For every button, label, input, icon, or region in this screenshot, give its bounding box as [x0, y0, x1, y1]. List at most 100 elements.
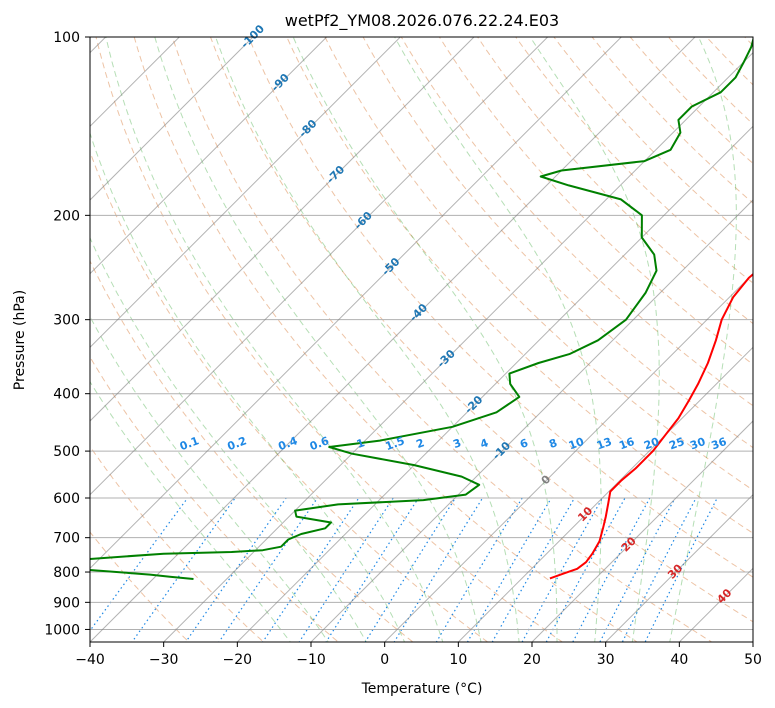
- isotherm-line: [90, 37, 254, 201]
- temperature-profile-line: [549, 272, 753, 580]
- isotherm-line: [457, 346, 753, 642]
- x-tick-label: 50: [744, 652, 762, 668]
- isotherm-line: [90, 37, 475, 422]
- x-axis-label: Temperature (°C): [361, 681, 483, 697]
- mixing-ratio-label: 4: [478, 436, 490, 451]
- isotherm-line: [90, 37, 696, 642]
- x-tick-label: −10: [296, 652, 326, 668]
- dry-adiabat-line: [90, 150, 489, 642]
- mixing-ratio-label: 10: [567, 435, 586, 453]
- moist-adiabat-line: [90, 236, 367, 642]
- x-tick-label: 10: [449, 652, 467, 668]
- moist-adiabat-line: [154, 37, 482, 642]
- dry-adiabat-line: [209, 37, 753, 623]
- mixing-ratio-label: 0.4: [277, 434, 300, 453]
- dry-adiabat-line: [90, 259, 414, 642]
- x-tick-label: 20: [523, 652, 541, 668]
- moist-adiabat-line: [105, 37, 444, 642]
- isotherm-line: [236, 125, 753, 642]
- isotherm-line: [90, 37, 402, 349]
- y-axis-label: Pressure (hPa): [12, 290, 28, 390]
- mixing-ratio-label: 1.5: [384, 434, 407, 453]
- dry-adiabat-line: [705, 37, 753, 86]
- dry-adiabat-line: [515, 37, 753, 284]
- y-tick-label: 200: [53, 208, 80, 224]
- y-tick-label: 600: [53, 491, 80, 507]
- dry-adiabat-line: [477, 37, 753, 325]
- isotherm-line: [90, 37, 181, 128]
- y-tick-label: 100: [53, 30, 80, 46]
- moist-adiabat-line: [292, 37, 558, 642]
- dry-adiabat-line: [90, 445, 265, 642]
- isotherm-line: [310, 199, 753, 642]
- mixing-ratio-label: 8: [547, 436, 559, 451]
- isotherm-line: [604, 493, 753, 642]
- y-tick-label: 700: [53, 531, 80, 547]
- dry-adiabat-line: [438, 37, 753, 366]
- mixing-ratio-line: [393, 497, 484, 642]
- mixing-ratio-label: 13: [595, 435, 614, 452]
- dry-adiabat-line: [171, 37, 713, 642]
- mixing-ratio-line: [325, 497, 420, 642]
- x-tick-label: 40: [670, 652, 688, 668]
- moist-adiabat-line: [529, 37, 660, 642]
- isotherm-line: [90, 37, 549, 496]
- plot-frame: [89, 36, 754, 643]
- isotherm-line: [531, 420, 753, 642]
- isotherm-line: [752, 641, 753, 642]
- mixing-ratio-label: 2: [414, 436, 426, 451]
- mixing-ratio-line: [491, 497, 576, 642]
- chart-title: wetPf2_YM08.2026.076.22.24.E03: [285, 11, 559, 31]
- dewpoint-profile-line: [90, 37, 753, 580]
- mixing-ratio-label: 30: [688, 435, 707, 453]
- dry-adiabat-line: [591, 37, 753, 204]
- y-tick-label: 900: [53, 595, 80, 611]
- isotherm-line: [90, 37, 328, 275]
- mixing-ratio-label: 16: [617, 435, 636, 453]
- mixing-ratio-line: [435, 497, 523, 642]
- dry-adiabat-line: [362, 37, 753, 449]
- x-tick-label: 30: [597, 652, 615, 668]
- isotherm-line: [162, 51, 753, 642]
- mixing-ratio-label: 0.6: [308, 434, 331, 453]
- background-lines: [90, 24, 775, 654]
- series-layer: [90, 37, 753, 580]
- x-tick-label: −30: [149, 652, 179, 668]
- x-tick-label: −40: [75, 652, 105, 668]
- y-tick-label: 300: [53, 313, 80, 329]
- isotherm-label: 10: [575, 504, 595, 524]
- dry-adiabat-line: [90, 531, 190, 642]
- isotherm-label: -20: [462, 393, 485, 416]
- isotherm-label: -60: [352, 209, 375, 232]
- isotherm-label: 30: [665, 561, 685, 581]
- dry-adiabat-line: [248, 37, 753, 578]
- dry-adiabat-line: [553, 37, 753, 244]
- mixing-ratio-label: 36: [710, 435, 729, 453]
- isotherm-line: [90, 37, 623, 570]
- mixing-ratio-line: [599, 497, 676, 642]
- mixing-ratio-label: 3: [451, 436, 463, 451]
- moist-adiabat-line: [394, 37, 602, 642]
- isotherm-line: [383, 272, 753, 642]
- dry-adiabat-line: [400, 37, 753, 407]
- x-tick-label: −20: [223, 652, 253, 668]
- dry-adiabat-line: [95, 37, 564, 642]
- dry-adiabat-line: [629, 37, 753, 165]
- dry-adiabat-line: [90, 356, 340, 642]
- mixing-ratio-line: [218, 497, 318, 642]
- dry-adiabat-line: [770, 24, 775, 654]
- mixing-ratio-line: [545, 497, 626, 642]
- axes: −40 −30 −20 −10 0 10 20 30 40 5010020030040050060…: [44, 30, 762, 668]
- mixing-ratio-label: 0.1: [178, 434, 201, 453]
- moist-adiabat-line: [90, 131, 406, 642]
- mixing-ratio-label: 6: [518, 436, 530, 451]
- mixing-ratio-line: [466, 497, 552, 642]
- dry-adiabat-line: [324, 37, 753, 491]
- moist-adiabat-line: [90, 315, 329, 642]
- x-tick-label: 0: [380, 652, 389, 668]
- isotherm-line: [678, 567, 753, 642]
- isotherm-label: -80: [296, 117, 319, 140]
- moist-adiabat-line: [669, 37, 737, 642]
- y-tick-label: 800: [53, 565, 80, 581]
